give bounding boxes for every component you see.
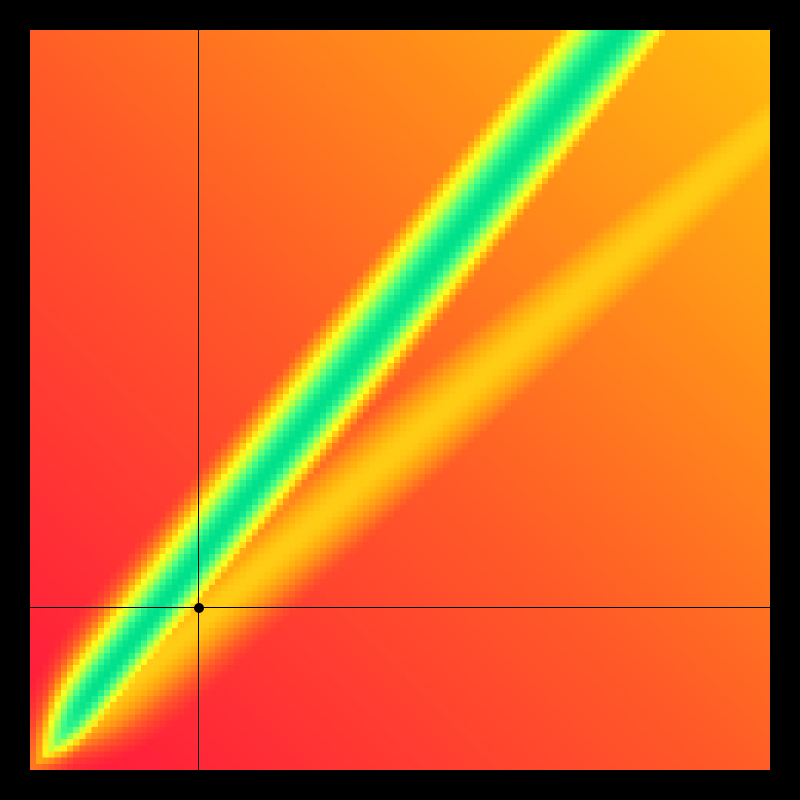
plot-frame-right xyxy=(770,0,800,800)
crosshair-vertical xyxy=(198,30,199,770)
bottleneck-heatmap xyxy=(30,30,770,770)
plot-frame-bottom xyxy=(0,770,800,800)
plot-frame-left xyxy=(0,0,30,800)
crosshair-horizontal xyxy=(30,607,770,608)
crosshair-point xyxy=(194,603,204,613)
plot-frame-top xyxy=(0,0,800,30)
